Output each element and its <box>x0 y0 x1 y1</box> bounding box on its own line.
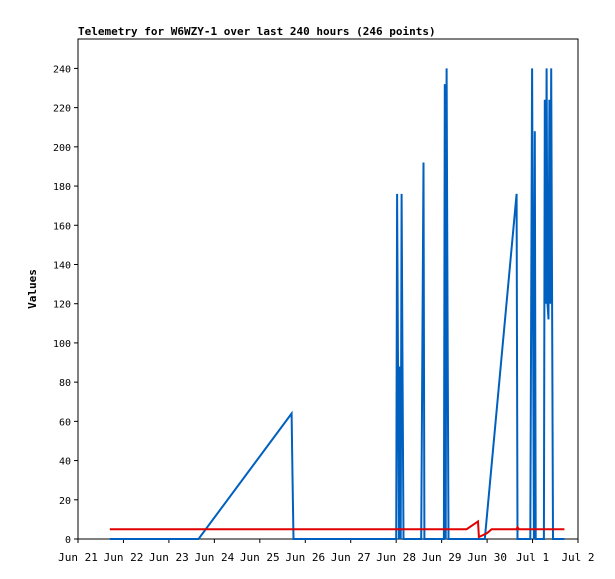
y-tick-label: 160 <box>53 221 71 232</box>
x-tick-label: Jun 29 <box>422 551 462 564</box>
x-tick-label: Jul 2 <box>561 551 594 564</box>
y-tick-label: 200 <box>53 143 71 154</box>
x-tick-label: Jun 24 <box>194 551 234 564</box>
y-tick-label: 140 <box>53 260 71 271</box>
y-tick-label: 100 <box>53 339 71 350</box>
y-tick-label: 120 <box>53 300 71 311</box>
y-tick-label: 220 <box>53 104 71 115</box>
x-tick-label: Jun 26 <box>285 551 325 564</box>
x-tick-label: Jun 27 <box>331 551 371 564</box>
plot-frame <box>77 38 579 540</box>
x-tick-label: Jul 1 <box>516 551 549 564</box>
chart-title: Telemetry for W6WZY-1 over last 240 hour… <box>78 25 436 38</box>
x-tick-label: Jun 23 <box>149 551 189 564</box>
x-tick-label: Jun 28 <box>376 551 416 564</box>
y-tick-label: 40 <box>59 457 71 468</box>
x-tick-label: Jun 30 <box>467 551 507 564</box>
x-tick-label: Jun 22 <box>104 551 144 564</box>
y-axis-label: Values <box>26 269 39 309</box>
series-line-1 <box>109 519 565 539</box>
y-tick-label: 80 <box>59 378 71 389</box>
y-tick-label: 60 <box>59 417 71 428</box>
x-tick-label: Jun 21 <box>58 551 98 564</box>
x-axis: Jun 21 Jun 22 Jun 23 Jun 24 Jun 25 Jun 26 Jun … <box>58 539 595 564</box>
y-tick-label: 0 <box>65 535 71 546</box>
series-layer <box>109 68 565 540</box>
y-tick-label: 180 <box>53 182 71 193</box>
y-tick-label: 240 <box>53 64 71 75</box>
y-tick-label: 20 <box>59 496 71 507</box>
y-axis: 0 20 40 60 80 100 120 140 160 180 200 220 240 <box>53 64 78 546</box>
x-tick-label: Jun 25 <box>240 551 280 564</box>
series-line-0 <box>109 68 565 540</box>
